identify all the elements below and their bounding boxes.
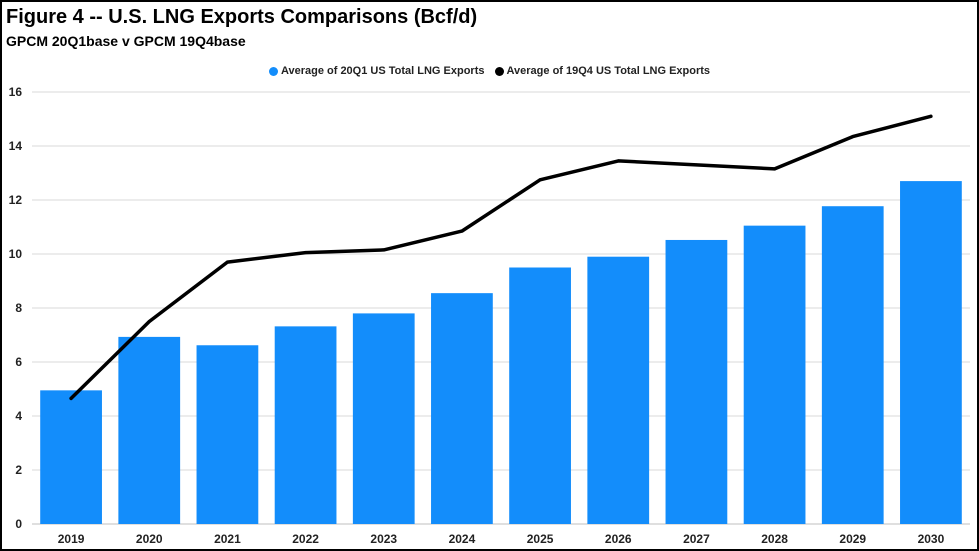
bar-20q1-2030 (900, 181, 962, 524)
bar-20q1-2023 (352, 313, 415, 524)
legend-item-20q1: Average of 20Q1 US Total LNG Exports (268, 65, 485, 77)
legend-item-19q4: Average of 19Q4 US Total LNG Exports (494, 65, 711, 77)
point-19q4-2020 (147, 320, 151, 323)
point-19q4-2021 (225, 260, 229, 264)
x-tick-label-2028: 2028 (761, 532, 788, 546)
y-tick-label-12: 12 (9, 193, 23, 207)
legend-label-20q1: Average of 20Q1 US Total LNG Exports (280, 65, 485, 77)
bar-20q1-2026 (587, 256, 650, 524)
point-19q4-2026 (616, 159, 620, 163)
bar-20q1-2029 (821, 206, 884, 524)
legend: Average of 20Q1 US Total LNG Exports Ave… (2, 65, 977, 77)
point-19q4-2025 (538, 178, 542, 182)
x-tick-label-2021: 2021 (214, 532, 241, 546)
y-tick-label-4: 4 (15, 409, 22, 423)
bar-20q1-2019 (40, 390, 102, 524)
x-tick-label-2022: 2022 (292, 532, 319, 546)
y-tick-label-14: 14 (9, 139, 23, 153)
point-19q4-2019 (69, 396, 73, 400)
bar-20q1-2024 (431, 293, 493, 524)
y-tick-label-8: 8 (15, 301, 22, 315)
point-19q4-2030 (929, 114, 933, 118)
bar-20q1-2021 (196, 345, 259, 524)
bar-20q1-2022 (274, 326, 337, 524)
y-tick-label-2: 2 (15, 463, 22, 477)
x-tick-label-2027: 2027 (683, 532, 710, 546)
point-19q4-2028 (773, 167, 777, 171)
bar-20q1-2028 (743, 225, 806, 524)
x-tick-label-2023: 2023 (370, 532, 397, 546)
legend-swatch-20q1 (268, 66, 278, 76)
x-tick-label-2020: 2020 (136, 532, 163, 546)
chart-title: Figure 4 -- U.S. LNG Exports Comparisons… (6, 6, 478, 28)
y-tick-label-16: 16 (9, 85, 23, 99)
point-19q4-2022 (304, 251, 308, 255)
bar-20q1-2020 (118, 336, 181, 524)
point-19q4-2023 (382, 248, 386, 252)
x-tick-label-2019: 2019 (58, 532, 85, 546)
bar-20q1-2027 (665, 239, 728, 524)
x-tick-label-2026: 2026 (605, 532, 632, 546)
x-tick-label-2029: 2029 (839, 532, 866, 546)
point-19q4-2027 (694, 163, 698, 167)
legend-label-19q4: Average of 19Q4 US Total LNG Exports (506, 65, 711, 77)
y-tick-label-6: 6 (15, 355, 22, 369)
x-tick-label-2030: 2030 (918, 532, 945, 546)
x-tick-label-2025: 2025 (527, 532, 554, 546)
y-tick-label-0: 0 (15, 517, 22, 531)
bar-20q1-2025 (509, 267, 571, 524)
chart-subtitle: GPCM 20Q1base v GPCM 19Q4base (6, 33, 246, 49)
legend-swatch-19q4 (494, 66, 504, 76)
y-tick-label-10: 10 (9, 247, 23, 261)
x-tick-label-2024: 2024 (449, 532, 476, 546)
line-series-19q4 (69, 114, 933, 401)
point-19q4-2024 (460, 229, 464, 233)
point-19q4-2029 (851, 135, 855, 139)
